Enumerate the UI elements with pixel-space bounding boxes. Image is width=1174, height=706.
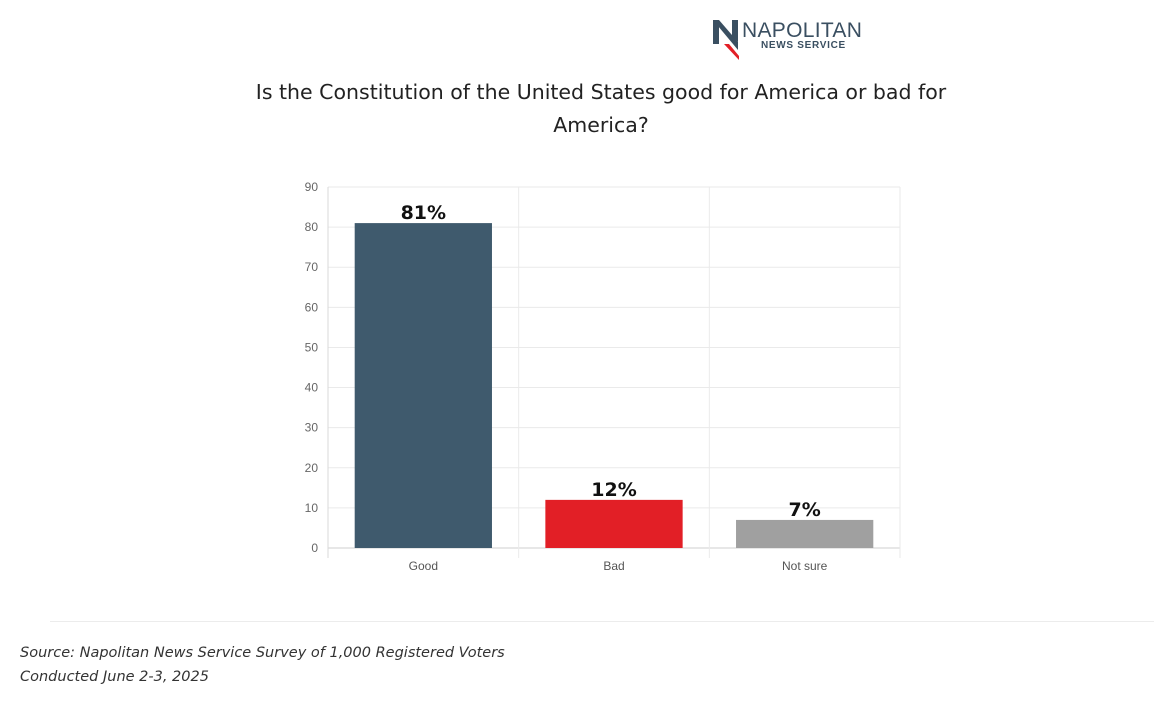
- x-tick-label: Good: [409, 559, 438, 573]
- y-tick-label: 0: [311, 541, 318, 555]
- y-tick-label: 30: [305, 421, 319, 435]
- source-note: Source: Napolitan News Service Survey of…: [20, 645, 505, 661]
- bar-good: [354, 223, 492, 548]
- logo-subtitle: NEWS SERVICE: [761, 40, 846, 51]
- y-tick-label: 50: [305, 340, 319, 354]
- y-tick-label: 70: [305, 260, 319, 274]
- data-label: 12%: [591, 479, 636, 501]
- napolitan-n-mark-icon: [713, 20, 739, 60]
- y-tick-label: 90: [305, 180, 319, 194]
- x-tick-label: Not sure: [782, 559, 828, 573]
- x-tick-label: Bad: [603, 559, 624, 573]
- y-tick-label: 80: [305, 220, 319, 234]
- napolitan-logo: NAPOLITAN NEWS SERVICE: [712, 18, 872, 62]
- bar-bad: [545, 499, 683, 548]
- conducted-note: Conducted June 2-3, 2025: [20, 669, 209, 685]
- bar-not-sure: [736, 519, 874, 548]
- data-label: 81%: [401, 202, 446, 224]
- y-tick-label: 40: [305, 381, 319, 395]
- data-label: 7%: [789, 499, 821, 521]
- logo-name: NAPOLITAN: [742, 19, 863, 42]
- y-tick-label: 60: [305, 300, 319, 314]
- bar-chart: 0 10 20 30 40 50 60 70 80 90 81% Good 12% Bad 7% Not su…: [305, 180, 901, 573]
- y-tick-label: 10: [305, 501, 319, 515]
- y-tick-label: 20: [305, 461, 319, 475]
- divider: [50, 621, 1154, 622]
- chart-title: Is the Constitution of the United States…: [255, 80, 947, 137]
